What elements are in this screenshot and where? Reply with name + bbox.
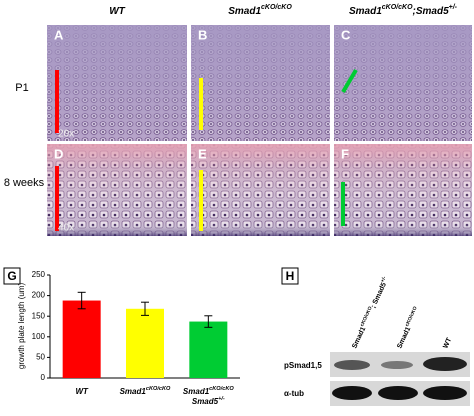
superscript: +/- xyxy=(218,396,225,402)
panel-letter: H xyxy=(286,269,295,283)
panel-letter: E xyxy=(198,146,207,161)
text-part: WT xyxy=(442,336,453,349)
text-part: ; Smad5 xyxy=(370,282,388,310)
western-blot xyxy=(330,352,470,406)
text-part: WT xyxy=(75,387,89,396)
error-bar xyxy=(77,291,86,310)
y-tick-label: 100 xyxy=(32,332,46,341)
row-label: 8 weeks xyxy=(4,177,45,189)
x-tick-label: Smad1cKO/cKO xyxy=(120,386,171,396)
superscript: cKO/cKO xyxy=(359,305,374,327)
lane-label: Smad1cKO/cKO; Smad5+/- xyxy=(349,275,390,349)
superscript: cKO/cKO xyxy=(146,386,171,392)
bar xyxy=(62,300,101,378)
y-tick-label: 250 xyxy=(32,270,46,279)
letter-box xyxy=(281,267,299,285)
y-tick-label: 0 xyxy=(41,373,46,382)
y-tick-label: 50 xyxy=(36,353,45,362)
magnification: 40x xyxy=(58,223,74,234)
superscript: cKO/cKO xyxy=(382,4,413,11)
magnification: 20x xyxy=(58,129,74,140)
superscript: cKO/cKO xyxy=(209,386,234,392)
y-tick-label: 200 xyxy=(32,291,46,300)
error-bar xyxy=(141,301,149,316)
column-header: WT xyxy=(109,6,125,17)
error-bar xyxy=(204,315,213,328)
blot-row-label: pSmad1,5 xyxy=(284,361,322,370)
text-part: ;Smad5 xyxy=(413,6,450,17)
row-label: P1 xyxy=(15,82,28,94)
micrographs xyxy=(47,25,472,236)
lane-label: Smad1cKO/cKO xyxy=(394,305,421,349)
panel-letter: B xyxy=(198,27,207,42)
text-part: Smad1 xyxy=(183,387,210,396)
text-part: Smad1 xyxy=(120,387,147,396)
column-header: Smad1cKO/cKO xyxy=(228,4,292,16)
x-tick-label: Smad1cKO/cKO xyxy=(183,386,234,396)
marker xyxy=(341,68,358,94)
text-part: Smad1 xyxy=(349,6,382,17)
text-part: WT xyxy=(109,6,125,17)
superscript: +/- xyxy=(380,275,388,283)
superscript: +/- xyxy=(449,4,458,11)
x-tick-label: WT xyxy=(75,387,89,396)
bar xyxy=(189,321,228,378)
text-part: Smad1 xyxy=(351,326,367,350)
text-part: Smad1 xyxy=(228,6,261,17)
column-header: Smad1cKO/cKO;Smad5+/- xyxy=(349,4,458,16)
panel-letter: D xyxy=(54,146,63,161)
x-tick-label: Smad5+/- xyxy=(192,396,225,406)
lane-label: WT xyxy=(442,336,453,349)
blot-row-label: α-tub xyxy=(284,389,304,398)
panel-letter: C xyxy=(341,27,351,42)
panel-letter: F xyxy=(341,146,349,161)
panel-letter: A xyxy=(54,27,64,42)
text-part: Smad5 xyxy=(192,397,219,406)
y-axis-label: growth plate length (um) xyxy=(17,283,26,370)
y-tick-label: 150 xyxy=(32,311,46,320)
panel-letter: G xyxy=(7,269,16,283)
letter-box xyxy=(3,267,21,285)
superscript: cKO/cKO xyxy=(261,4,292,11)
superscript: cKO/cKO xyxy=(404,305,419,327)
bar xyxy=(126,308,164,378)
text-part: Smad1 xyxy=(396,326,412,350)
